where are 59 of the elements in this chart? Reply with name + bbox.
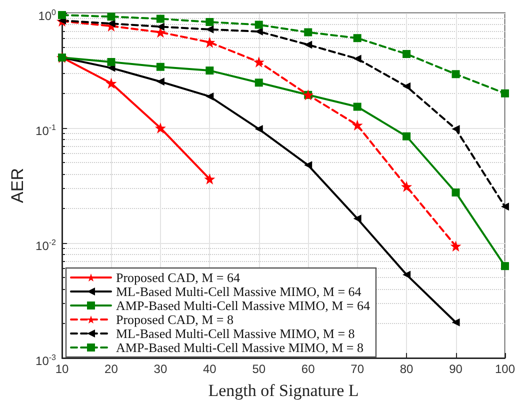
point	[402, 82, 411, 90]
x-tick-label: 10	[55, 362, 69, 376]
x-tick-label: 80	[400, 362, 414, 376]
point	[452, 188, 460, 196]
point	[452, 70, 460, 78]
point	[452, 318, 460, 326]
point	[450, 240, 462, 252]
point	[204, 174, 216, 185]
point	[402, 270, 411, 279]
point	[352, 120, 363, 131]
point	[156, 62, 164, 71]
point	[206, 66, 214, 75]
point	[353, 54, 362, 63]
point	[107, 58, 116, 66]
point	[402, 132, 411, 140]
point	[107, 20, 116, 28]
point	[156, 14, 164, 23]
legend-label: ML-Based Multi-Cell Massive MIMO, M = 8	[116, 326, 355, 341]
point	[254, 125, 263, 134]
point	[107, 12, 116, 21]
y-tick-label: 10$^{-3}$	[36, 352, 56, 369]
point	[304, 161, 312, 170]
legend-label: AMP-Based Multi-Cell Massive MIMO, M = 8	[116, 340, 364, 355]
point	[353, 34, 362, 42]
y-tick-label: 10$^{-2}$	[36, 237, 56, 254]
legend-label: ML-Based Multi-Cell Massive MIMO, M = 64	[116, 284, 362, 299]
x-tick-label: 30	[154, 362, 168, 376]
point	[206, 92, 214, 100]
point	[304, 40, 312, 49]
point	[156, 78, 164, 86]
point	[254, 20, 263, 29]
point	[253, 56, 264, 68]
point	[353, 214, 362, 223]
x-tick-label: 20	[104, 362, 118, 376]
y-tick-label: 10$^{0}$	[38, 7, 56, 24]
x-tick-label: 70	[350, 362, 364, 376]
point	[206, 18, 214, 26]
x-tick-label: 50	[252, 362, 266, 376]
point	[154, 122, 166, 134]
point	[254, 78, 263, 87]
point	[353, 102, 362, 111]
point	[304, 28, 312, 36]
point	[500, 202, 509, 211]
x-tick-label: 90	[449, 362, 463, 376]
x-axis-title: Length of Signature L	[208, 381, 359, 400]
point	[106, 78, 117, 89]
x-tick-label: 100	[494, 362, 516, 376]
legend-label: AMP-Based Multi-Cell Massive MIMO, M = 64	[116, 298, 370, 313]
y-axis-title: AER	[8, 168, 27, 203]
point	[401, 180, 412, 192]
point	[500, 262, 509, 270]
legend-label: Proposed CAD, M = 64	[116, 270, 240, 285]
x-tick-label: 60	[301, 362, 316, 376]
legend-label: Proposed CAD, M = 8	[116, 312, 234, 327]
x-tick-label: 40	[202, 362, 217, 376]
y-tick-label: 10$^{-1}$	[36, 122, 56, 139]
point	[500, 89, 509, 98]
point	[402, 50, 411, 58]
point	[452, 125, 460, 134]
